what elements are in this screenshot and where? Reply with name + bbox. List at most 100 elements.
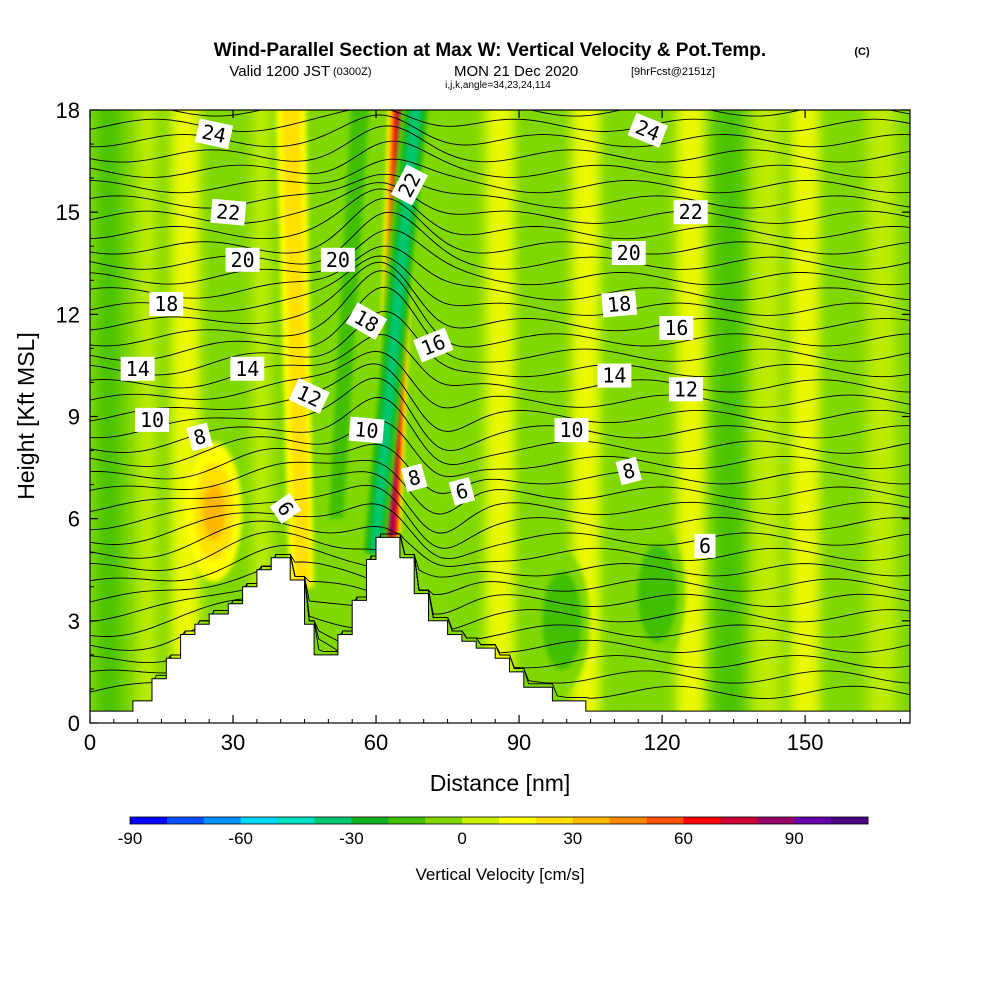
colorbar-frame bbox=[129, 816, 869, 825]
contour-label: 6 bbox=[269, 493, 302, 524]
colorbar-tick-label: 0 bbox=[457, 829, 466, 848]
colorbar-swatch bbox=[757, 817, 795, 824]
x-tick-label: 30 bbox=[221, 730, 245, 755]
x-tick-label: 150 bbox=[787, 730, 824, 755]
forecast-info: [9hrFcst@2151z] bbox=[631, 66, 715, 78]
contour-label-box bbox=[400, 463, 428, 493]
x-tick-label: 60 bbox=[364, 730, 388, 755]
contour-label-text: 8 bbox=[191, 424, 209, 450]
contour-label-text: 22 bbox=[215, 199, 241, 225]
contour-label: 24 bbox=[627, 112, 669, 148]
y-tick-label: 3 bbox=[68, 609, 80, 634]
velocity-streak bbox=[867, 110, 896, 723]
valid-date: MON 21 Dec 2020 bbox=[454, 63, 578, 80]
y-tick-label: 18 bbox=[56, 98, 80, 123]
colorbar-swatch bbox=[203, 817, 242, 824]
contour-label-text: 14 bbox=[235, 357, 259, 381]
isentrope-line bbox=[90, 533, 910, 615]
contour-label-text: 8 bbox=[620, 458, 638, 484]
isentrope-line bbox=[90, 245, 910, 301]
isentrope-line bbox=[90, 350, 910, 409]
contour-label-text: 18 bbox=[154, 292, 178, 316]
colorbar-swatch bbox=[425, 817, 463, 824]
contour-label-box bbox=[448, 477, 476, 506]
contour-label: 8 bbox=[615, 456, 642, 486]
velocity-streak bbox=[752, 110, 782, 723]
contour-label-box bbox=[597, 363, 632, 388]
colorbar-swatch bbox=[794, 817, 832, 824]
contour-label-text: 20 bbox=[326, 248, 350, 272]
velocity-streak bbox=[609, 110, 639, 723]
contour-label-box bbox=[149, 292, 184, 317]
contour-label-box bbox=[225, 247, 260, 272]
y-tick-label: 12 bbox=[56, 302, 80, 327]
isentrope-line bbox=[90, 471, 910, 534]
contour-label-text: 8 bbox=[405, 465, 423, 491]
colorbar-swatch bbox=[499, 817, 537, 824]
colorbar-label: Vertical Velocity [cm/s] bbox=[415, 865, 584, 884]
velocity-streak bbox=[171, 110, 200, 723]
contour-label: 24 bbox=[194, 118, 234, 150]
contour-label: 20 bbox=[611, 241, 646, 265]
isentrope-line bbox=[90, 503, 910, 560]
contour-label-text: 10 bbox=[353, 417, 379, 443]
isentrope-line bbox=[90, 459, 910, 515]
isentrope-line bbox=[90, 310, 910, 378]
contour-label-box bbox=[345, 302, 388, 340]
contour-label: 16 bbox=[413, 327, 454, 363]
contour-label-box bbox=[668, 377, 703, 402]
contour-label: 10 bbox=[348, 416, 385, 444]
isentrope-line bbox=[90, 377, 910, 452]
colorbar-swatch bbox=[462, 817, 500, 824]
contour-label: 18 bbox=[601, 290, 638, 318]
isentrope-line bbox=[90, 188, 910, 240]
contour-label-box bbox=[615, 456, 642, 486]
isentrope-line bbox=[90, 158, 910, 194]
updraft-blob bbox=[202, 483, 226, 540]
colorbar-swatch bbox=[720, 817, 758, 824]
contour-label-box bbox=[601, 290, 638, 318]
contour-label-box bbox=[210, 198, 247, 226]
isentrope-line bbox=[90, 255, 910, 316]
colorbar-swatch bbox=[572, 817, 611, 824]
contour-label: 14 bbox=[230, 356, 265, 381]
chart-title: Wind-Parallel Section at Max W: Vertical… bbox=[214, 40, 766, 61]
contour-label-box bbox=[230, 356, 265, 381]
isentrope-line bbox=[90, 197, 910, 255]
x-tick-label: 90 bbox=[507, 730, 531, 755]
x-axis-label: Distance [nm] bbox=[430, 770, 571, 796]
contour-label-box bbox=[288, 378, 330, 415]
y-tick-label: 9 bbox=[68, 405, 80, 430]
colorbar-tick-label: 60 bbox=[674, 829, 693, 848]
isentrope-line bbox=[90, 363, 910, 432]
copyright-mark: (C) bbox=[854, 46, 870, 58]
contour-label: 10 bbox=[135, 407, 169, 432]
x-tick-label: 0 bbox=[84, 730, 96, 755]
isentrope-line bbox=[90, 533, 910, 630]
contour-label: 20 bbox=[225, 247, 260, 272]
y-tick-label: 15 bbox=[56, 200, 80, 225]
contour-label: 16 bbox=[659, 316, 694, 340]
contour-label-text: 10 bbox=[140, 408, 164, 432]
colorbar-tick-label: -30 bbox=[339, 829, 364, 848]
contour-label-box bbox=[659, 316, 694, 340]
axes: 0 30 60 90 120 150 0 3 6 9 12 15 18 bbox=[56, 98, 910, 755]
isentrope-line bbox=[90, 396, 910, 466]
velocity-streak bbox=[97, 110, 121, 723]
updraft-band bbox=[282, 110, 311, 587]
contour-label-box bbox=[673, 200, 708, 225]
colorbar-swatch bbox=[831, 817, 869, 824]
x-tick-label: 120 bbox=[644, 730, 681, 755]
colorbar-swatch bbox=[351, 817, 389, 824]
contour-label: 8 bbox=[400, 463, 428, 493]
contour-label: 6 bbox=[694, 533, 716, 558]
isentrope-line bbox=[90, 270, 910, 348]
contour-label-box bbox=[348, 416, 385, 444]
colorbar-swatch bbox=[683, 817, 721, 824]
contour-label: 18 bbox=[149, 292, 184, 317]
contour-label-box bbox=[390, 164, 428, 206]
colorbar: -90 -60 -30 0 30 60 90 bbox=[118, 816, 869, 848]
colorbar-swatch bbox=[166, 817, 205, 824]
